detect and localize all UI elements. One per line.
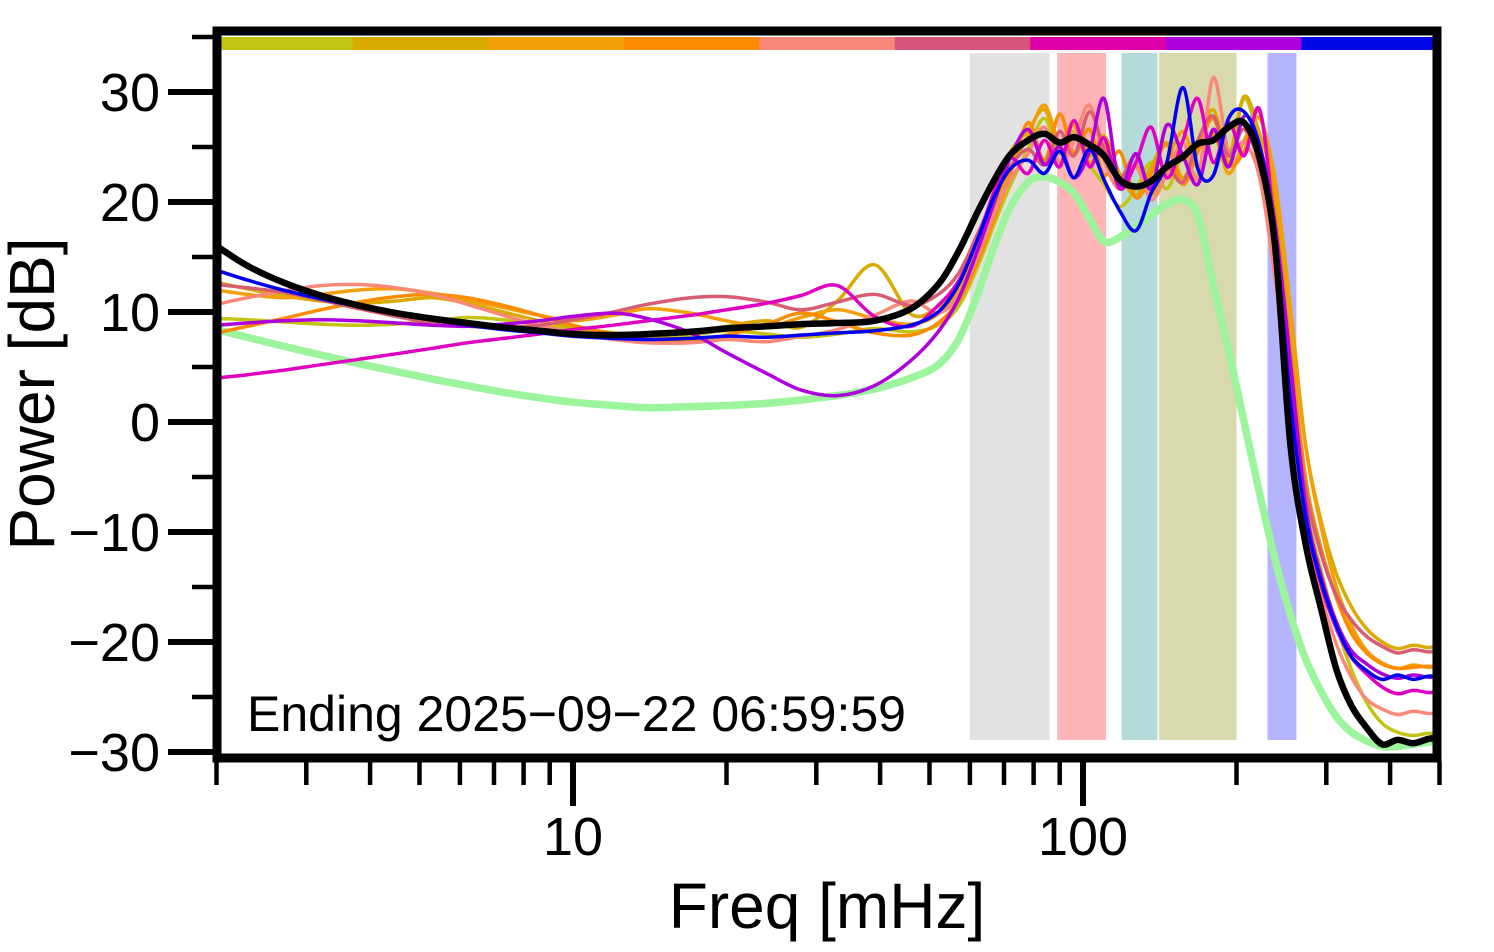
series-layer [215,75,1439,751]
top-bar-segment-6 [894,37,1031,50]
top-bar-segment-2 [352,37,489,50]
top-bar-segment-7 [1030,37,1167,50]
y-tick-label: −10 [68,503,160,563]
y-tick-label: −30 [68,723,160,783]
ending-annotation: Ending 2025−09−22 06:59:59 [247,686,906,742]
top-bar-segment-9 [1301,37,1438,50]
series-segment-9 [215,85,1439,682]
segment-color-bar [217,37,1438,50]
top-bar-segment-5 [759,37,896,50]
x-tick-label: 10 [543,807,603,867]
y-tick-label: 20 [100,173,160,233]
y-tick-label: −20 [68,613,160,673]
axis-ticks-layer [168,34,1442,806]
x-axis-label: Freq [mHz] [669,870,985,942]
series-segment-6 [215,110,1439,655]
top-bar-segment-8 [1165,37,1303,50]
series-segment-8 [215,96,1439,681]
series-segment-1 [215,96,1439,738]
y-tick-label: 0 [130,393,160,453]
y-axis-label: Power [dB] [0,237,68,550]
series-segment-3 [215,103,1439,671]
plot-frame [212,26,1442,763]
series-segment-4 [215,108,1439,671]
top-bar-segment-3 [488,37,625,50]
series-mean-spectrum [215,117,1439,748]
series-background-model [215,172,1439,751]
top-bar-segment-4 [623,37,760,50]
top-bar-segment-1 [217,37,354,50]
y-tick-label: 30 [100,63,160,123]
x-tick-label: 100 [1038,807,1128,867]
y-tick-label: 10 [100,283,160,343]
